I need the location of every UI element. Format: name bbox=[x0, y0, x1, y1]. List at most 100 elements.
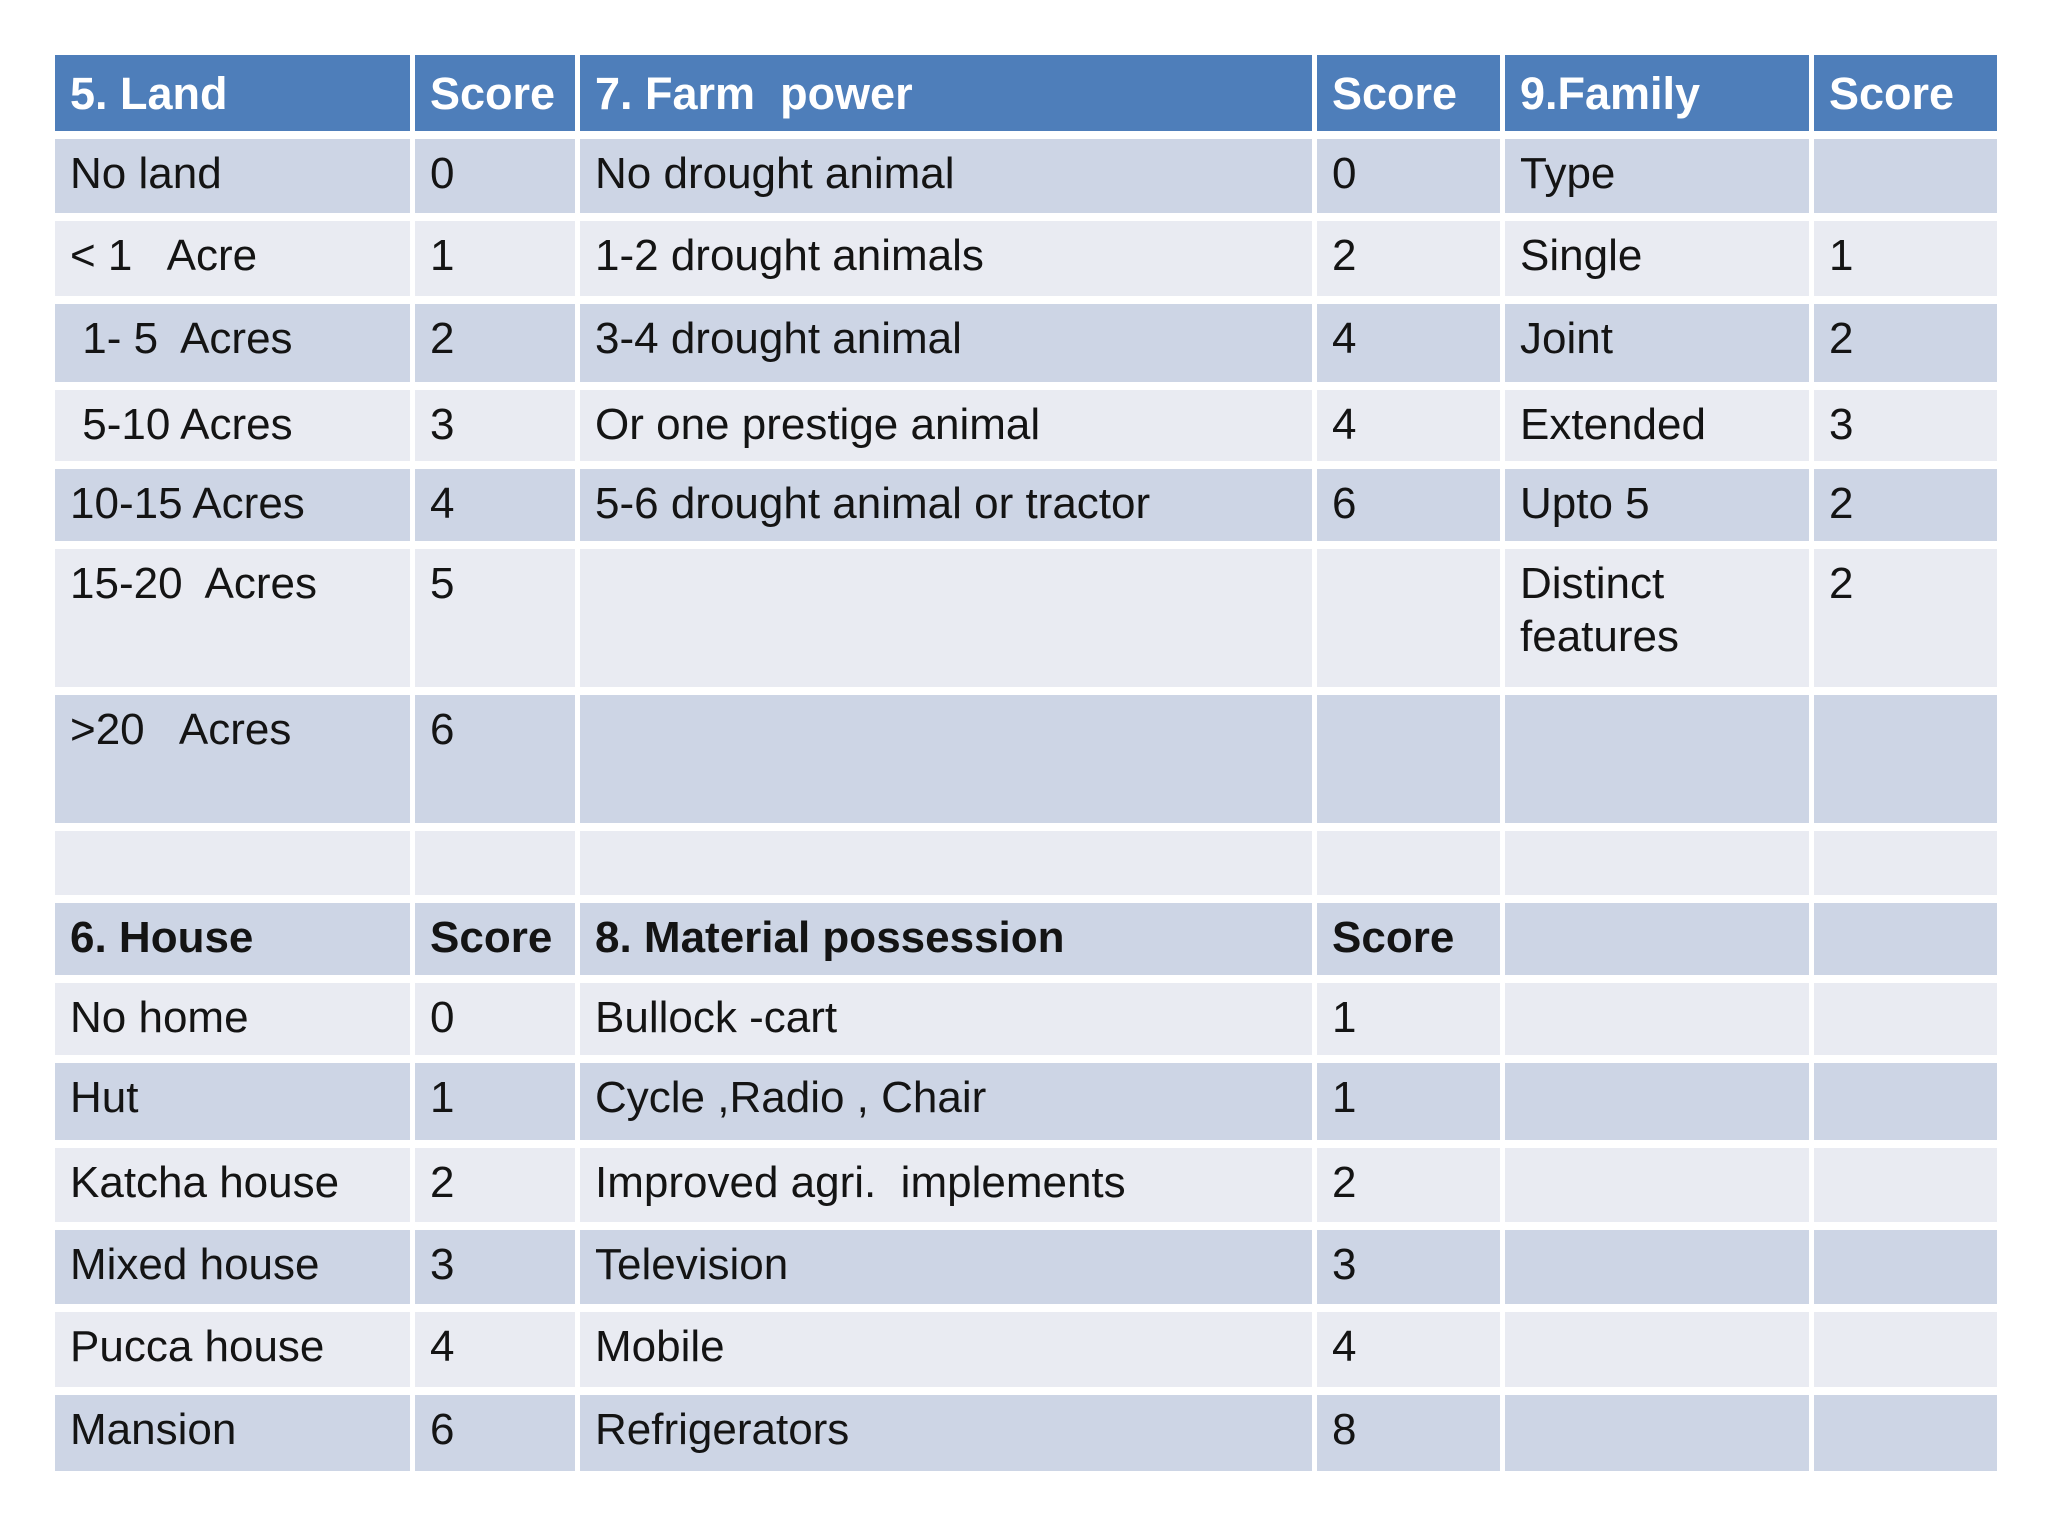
table-cell: Television bbox=[580, 1230, 1312, 1304]
column-header-material-possession: 8. Material possession bbox=[580, 903, 1312, 975]
table-row: Mixed house 3 Television 3 bbox=[55, 1230, 1997, 1304]
table-cell: 1 bbox=[1814, 221, 1997, 296]
table-cell: 4 bbox=[1317, 304, 1500, 382]
table-row: >20 Acres 6 bbox=[55, 695, 1997, 823]
table-row: 10-15 Acres 4 5-6 drought animal or trac… bbox=[55, 469, 1997, 541]
table-cell bbox=[1814, 139, 1997, 213]
table-cell: 3 bbox=[415, 390, 575, 461]
table-cell bbox=[1814, 1395, 1997, 1471]
table-cell: Or one prestige animal bbox=[580, 390, 1312, 461]
table-row: Katcha house 2 Improved agri. implements… bbox=[55, 1148, 1997, 1222]
column-header-farm-score: Score bbox=[1317, 55, 1500, 131]
table-cell bbox=[1505, 903, 1809, 975]
table-cell: No home bbox=[55, 983, 410, 1055]
table-cell: 5-6 drought animal or tractor bbox=[580, 469, 1312, 541]
table-cell bbox=[580, 831, 1312, 895]
table-cell bbox=[1814, 1063, 1997, 1140]
table-cell: Type bbox=[1505, 139, 1809, 213]
table-cell: No land bbox=[55, 139, 410, 213]
table-cell: 2 bbox=[415, 304, 575, 382]
table-cell: Extended bbox=[1505, 390, 1809, 461]
table-row: 1- 5 Acres 2 3-4 drought animal 4 Joint … bbox=[55, 304, 1997, 382]
table-cell bbox=[1505, 831, 1809, 895]
table-cell: 1-2 drought animals bbox=[580, 221, 1312, 296]
table-cell bbox=[1814, 983, 1997, 1055]
column-header-house: 6. House bbox=[55, 903, 410, 975]
table-cell: Refrigerators bbox=[580, 1395, 1312, 1471]
table-cell: 5 bbox=[415, 549, 575, 687]
table-cell: Single bbox=[1505, 221, 1809, 296]
table-row: No land 0 No drought animal 0 Type bbox=[55, 139, 1997, 213]
table-cell: 2 bbox=[1814, 549, 1997, 687]
table-cell bbox=[1814, 831, 1997, 895]
column-header-material-score: Score bbox=[1317, 903, 1500, 975]
table-cell: Distinct features bbox=[1505, 549, 1809, 687]
table-cell: 6 bbox=[415, 695, 575, 823]
column-header-family: 9.Family bbox=[1505, 55, 1809, 131]
table-cell: 0 bbox=[415, 139, 575, 213]
table-cell: 2 bbox=[1814, 469, 1997, 541]
table-row: 5-10 Acres 3 Or one prestige animal 4 Ex… bbox=[55, 390, 1997, 461]
scoring-table: 5. Land Score 7. Farm power Score 9.Fami… bbox=[50, 47, 2002, 1479]
table-cell: 4 bbox=[1317, 390, 1500, 461]
table-cell: 8 bbox=[1317, 1395, 1500, 1471]
table-cell: Cycle ,Radio , Chair bbox=[580, 1063, 1312, 1140]
table-cell: 3 bbox=[415, 1230, 575, 1304]
table-cell: 0 bbox=[415, 983, 575, 1055]
table-cell: Hut bbox=[55, 1063, 410, 1140]
table-cell: 6 bbox=[1317, 469, 1500, 541]
table-cell: Mobile bbox=[580, 1312, 1312, 1387]
table-cell bbox=[1505, 1063, 1809, 1140]
table-cell: 5-10 Acres bbox=[55, 390, 410, 461]
table-cell bbox=[1505, 1312, 1809, 1387]
table-cell: 1 bbox=[415, 221, 575, 296]
table-cell bbox=[1814, 1312, 1997, 1387]
table-cell: 15-20 Acres bbox=[55, 549, 410, 687]
column-header-house-score: Score bbox=[415, 903, 575, 975]
table-cell: >20 Acres bbox=[55, 695, 410, 823]
table-cell: Katcha house bbox=[55, 1148, 410, 1222]
table-cell: 3 bbox=[1317, 1230, 1500, 1304]
table-subheader-row: 6. House Score 8. Material possession Sc… bbox=[55, 903, 1997, 975]
table-cell bbox=[1317, 831, 1500, 895]
table-cell bbox=[1317, 549, 1500, 687]
table-row-empty bbox=[55, 831, 1997, 895]
table-cell: 1 bbox=[1317, 983, 1500, 1055]
table-cell bbox=[580, 549, 1312, 687]
table-row: No home 0 Bullock -cart 1 bbox=[55, 983, 1997, 1055]
table-cell bbox=[1505, 983, 1809, 1055]
table-cell: 1 bbox=[415, 1063, 575, 1140]
table-row: Pucca house 4 Mobile 4 bbox=[55, 1312, 1997, 1387]
table-cell: Bullock -cart bbox=[580, 983, 1312, 1055]
table-cell: 2 bbox=[415, 1148, 575, 1222]
table-header-row: 5. Land Score 7. Farm power Score 9.Fami… bbox=[55, 55, 1997, 131]
table-cell bbox=[1814, 1148, 1997, 1222]
table-cell: 3 bbox=[1814, 390, 1997, 461]
table-cell bbox=[1505, 1230, 1809, 1304]
column-header-family-score: Score bbox=[1814, 55, 1997, 131]
table-row: Hut 1 Cycle ,Radio , Chair 1 bbox=[55, 1063, 1997, 1140]
table-cell bbox=[1814, 903, 1997, 975]
table-cell: 2 bbox=[1317, 221, 1500, 296]
table-cell: Upto 5 bbox=[1505, 469, 1809, 541]
table-cell: 4 bbox=[1317, 1312, 1500, 1387]
table-cell: 3-4 drought animal bbox=[580, 304, 1312, 382]
table-row: < 1 Acre 1 1-2 drought animals 2 Single … bbox=[55, 221, 1997, 296]
table-cell bbox=[1505, 695, 1809, 823]
table-cell: < 1 Acre bbox=[55, 221, 410, 296]
table-cell: Mansion bbox=[55, 1395, 410, 1471]
table-cell: 4 bbox=[415, 1312, 575, 1387]
table-cell bbox=[580, 695, 1312, 823]
table-cell bbox=[55, 831, 410, 895]
column-header-farm-power: 7. Farm power bbox=[580, 55, 1312, 131]
table-cell: 1 bbox=[1317, 1063, 1500, 1140]
table-cell: 2 bbox=[1814, 304, 1997, 382]
table-cell: Joint bbox=[1505, 304, 1809, 382]
column-header-land-score: Score bbox=[415, 55, 575, 131]
table-cell bbox=[1505, 1395, 1809, 1471]
table-cell: 6 bbox=[415, 1395, 575, 1471]
table-cell: 0 bbox=[1317, 139, 1500, 213]
table-row: Mansion 6 Refrigerators 8 bbox=[55, 1395, 1997, 1471]
table-cell bbox=[1505, 1148, 1809, 1222]
